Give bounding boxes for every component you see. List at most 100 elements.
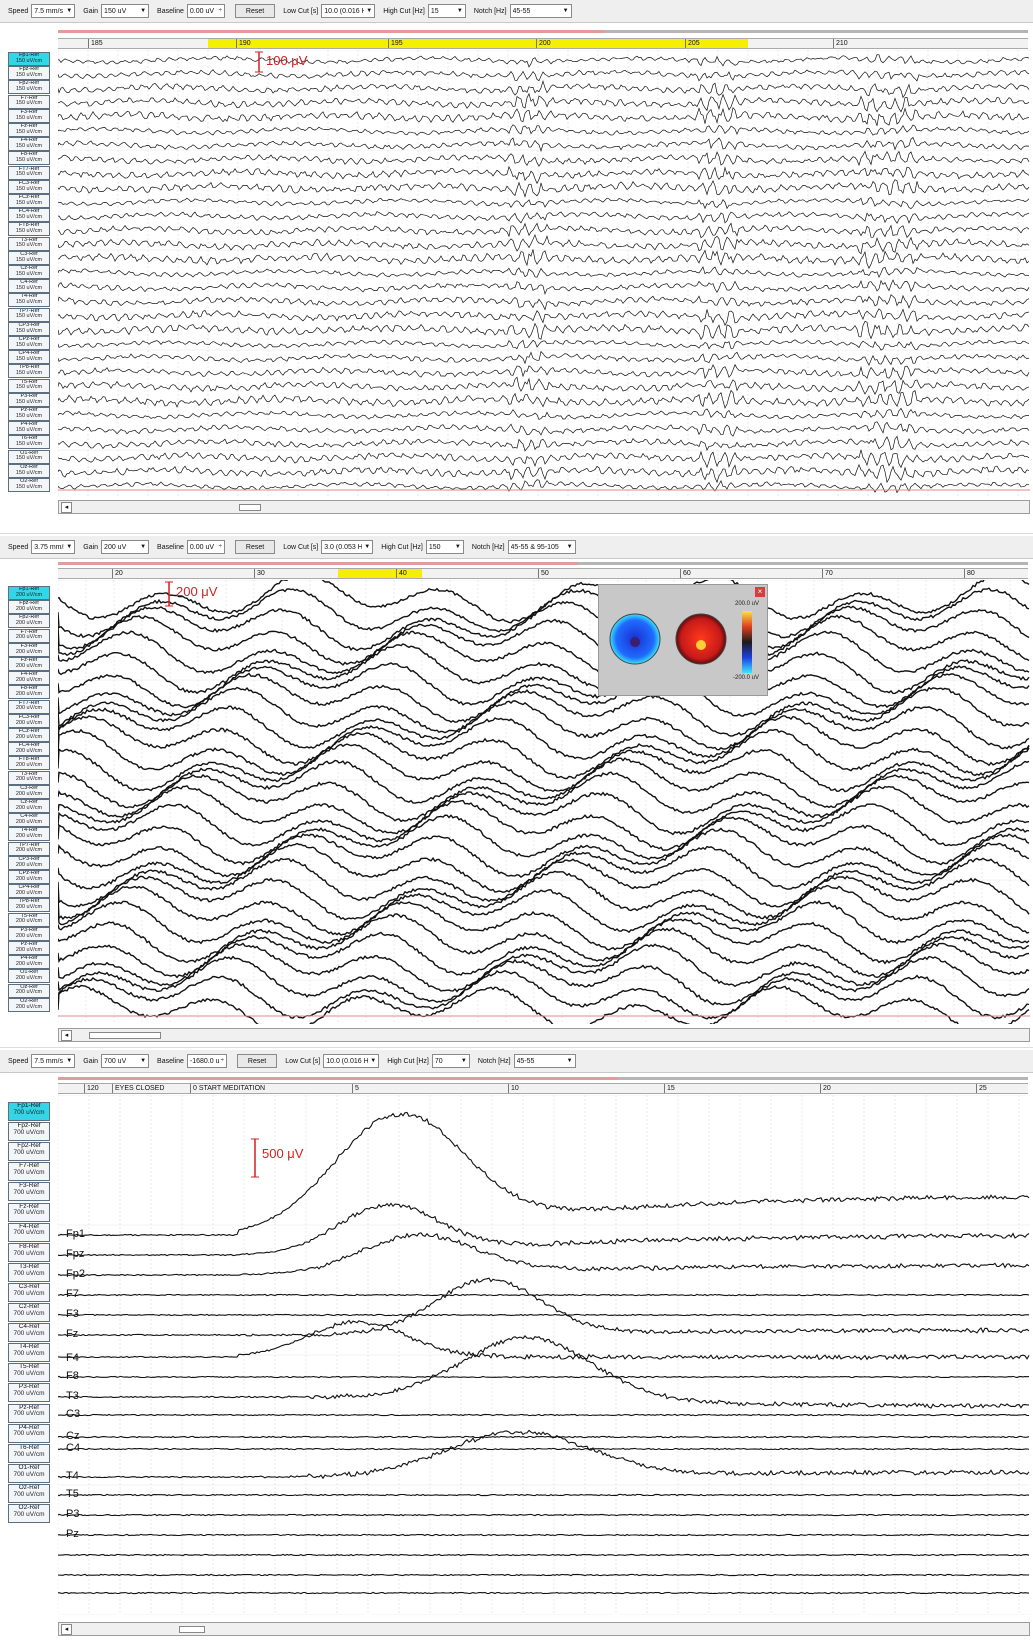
scroll-left-icon[interactable]: ◂ — [61, 1624, 72, 1635]
channel-label[interactable]: F4-Ref 200 uV/cm — [8, 671, 50, 686]
channel-label[interactable]: Fp1-Ref 200 uV/cm — [8, 586, 50, 600]
speed-select[interactable]: 7.5 mm/s ▼ — [31, 1054, 76, 1068]
channel-label[interactable]: FT7-Ref 200 uV/cm — [8, 699, 50, 714]
reset-button[interactable]: Reset — [236, 1054, 278, 1068]
channel-label[interactable]: F8-Ref 200 uV/cm — [8, 685, 50, 700]
scroll-thumb[interactable] — [179, 1626, 205, 1633]
gain-select[interactable]: 200 uV ▼ — [101, 540, 150, 554]
channel-label[interactable]: T3-Ref 200 uV/cm — [8, 770, 50, 785]
channel-label[interactable]: T5-Ref 150 uV/cm — [8, 378, 50, 393]
scroll-thumb[interactable] — [89, 1032, 161, 1039]
channel-label[interactable]: TP7-Ref 200 uV/cm — [8, 841, 50, 856]
gain-select[interactable]: 150 uV ▼ — [101, 4, 150, 18]
channel-label[interactable]: T3-Ref 150 uV/cm — [8, 236, 50, 251]
channel-label[interactable]: T4-Ref 150 uV/cm — [8, 293, 50, 308]
channel-label[interactable]: O2-Ref 200 uV/cm — [8, 997, 50, 1012]
horizontal-scrollbar[interactable]: ◂ — [58, 500, 1030, 514]
channel-label[interactable]: CP3-Ref 200 uV/cm — [8, 855, 50, 870]
channel-label[interactable]: Fpz-Ref 700 uV/cm — [8, 1122, 50, 1142]
channel-label[interactable]: C3-Ref 150 uV/cm — [8, 250, 50, 265]
channel-label[interactable]: T5-Ref 700 uV/cm — [8, 1363, 50, 1383]
channel-label[interactable]: F8-Ref 700 uV/cm — [8, 1242, 50, 1262]
channel-label[interactable]: FCz-Ref 150 uV/cm — [8, 194, 50, 208]
channel-label[interactable]: O1-Ref 150 uV/cm — [8, 449, 50, 464]
channel-label[interactable]: Cz-Ref 200 uV/cm — [8, 799, 50, 813]
channel-label[interactable]: Fpz-Ref 200 uV/cm — [8, 600, 50, 615]
channel-label[interactable]: T4-Ref 700 uV/cm — [8, 1343, 50, 1363]
scroll-thumb[interactable] — [239, 504, 261, 511]
channel-label[interactable]: FC3-Ref 150 uV/cm — [8, 179, 50, 194]
channel-label[interactable]: F3-Ref 700 uV/cm — [8, 1182, 50, 1202]
channel-label[interactable]: Cz-Ref 150 uV/cm — [8, 265, 50, 279]
channel-label[interactable]: P3-Ref 200 uV/cm — [8, 926, 50, 941]
channel-label[interactable]: O2-Ref 700 uV/cm — [8, 1504, 50, 1523]
highcut-select[interactable]: 150 ▼ — [425, 540, 464, 554]
channel-label[interactable]: Pz-Ref 200 uV/cm — [8, 941, 50, 955]
channel-label[interactable]: F7-Ref 700 uV/cm — [8, 1162, 50, 1182]
channel-label[interactable]: FC4-Ref 150 uV/cm — [8, 208, 50, 223]
channel-label[interactable]: Oz-Ref 150 uV/cm — [8, 463, 50, 478]
channel-label[interactable]: T4-Ref 200 uV/cm — [8, 827, 50, 842]
channel-label[interactable]: P3-Ref 150 uV/cm — [8, 392, 50, 407]
speed-select[interactable]: 7.5 mm/s ▼ — [31, 4, 76, 18]
channel-label[interactable]: O1-Ref 700 uV/cm — [8, 1463, 50, 1483]
channel-label[interactable]: CP4-Ref 200 uV/cm — [8, 884, 50, 899]
channel-label[interactable]: P3-Ref 700 uV/cm — [8, 1383, 50, 1403]
baseline-spinner[interactable]: 0.00 uV ÷ — [186, 4, 225, 18]
channel-label[interactable]: F4-Ref 150 uV/cm — [8, 137, 50, 152]
channel-label[interactable]: C4-Ref 700 uV/cm — [8, 1323, 50, 1343]
channel-label[interactable]: Fp2-Ref 200 uV/cm — [8, 614, 50, 629]
channel-label[interactable]: P4-Ref 700 uV/cm — [8, 1423, 50, 1443]
channel-label[interactable]: FT8-Ref 150 uV/cm — [8, 222, 50, 237]
channel-label[interactable]: FC3-Ref 200 uV/cm — [8, 713, 50, 728]
baseline-spinner[interactable]: 0.00 uV ÷ — [186, 540, 225, 554]
channel-label[interactable]: FT7-Ref 150 uV/cm — [8, 165, 50, 180]
channel-label[interactable]: Pz-Ref 150 uV/cm — [8, 407, 50, 421]
channel-label[interactable]: Fpz-Ref 150 uV/cm — [8, 66, 50, 81]
lowcut-select[interactable]: 10.0 (0.016 Hz)▼ — [321, 4, 376, 18]
channel-label[interactable]: F7-Ref 150 uV/cm — [8, 94, 50, 109]
scroll-left-icon[interactable]: ◂ — [61, 1030, 72, 1041]
channel-label[interactable]: CPz-Ref 200 uV/cm — [8, 870, 50, 884]
lowcut-select[interactable]: 10.0 (0.016 Hz)▼ — [323, 1054, 380, 1068]
notch-select[interactable]: 45-55 ▼ — [509, 4, 572, 18]
channel-label[interactable]: Fp2-Ref 150 uV/cm — [8, 80, 50, 95]
horizontal-scrollbar[interactable]: ◂ — [58, 1622, 1030, 1636]
notch-select[interactable]: 45-55 & 95-105 ▼ — [507, 540, 576, 554]
channel-label[interactable]: Fp1-Ref 150 uV/cm — [8, 52, 50, 66]
speed-select[interactable]: 3.75 mm/s ▼ — [31, 540, 76, 554]
channel-label[interactable]: FT8-Ref 200 uV/cm — [8, 756, 50, 771]
channel-label[interactable]: C3-Ref 700 uV/cm — [8, 1282, 50, 1302]
channel-label[interactable]: T3-Ref 700 uV/cm — [8, 1262, 50, 1282]
highcut-select[interactable]: 70 ▼ — [431, 1054, 470, 1068]
channel-label[interactable]: F3-Ref 200 uV/cm — [8, 642, 50, 657]
channel-label[interactable]: FCz-Ref 200 uV/cm — [8, 728, 50, 742]
channel-label[interactable]: P4-Ref 150 uV/cm — [8, 421, 50, 436]
channel-label[interactable]: CP3-Ref 150 uV/cm — [8, 321, 50, 336]
channel-label[interactable]: Cz-Ref 700 uV/cm — [8, 1303, 50, 1322]
lowcut-select[interactable]: 3.0 (0.053 Hz)▼ — [321, 540, 374, 554]
channel-label[interactable]: F7-Ref 200 uV/cm — [8, 628, 50, 643]
highcut-select[interactable]: 15 ▼ — [427, 4, 466, 18]
channel-label[interactable]: TP7-Ref 150 uV/cm — [8, 307, 50, 322]
channel-label[interactable]: Oz-Ref 200 uV/cm — [8, 983, 50, 998]
channel-label[interactable]: TP8-Ref 200 uV/cm — [8, 898, 50, 913]
notch-select[interactable]: 45-55 ▼ — [513, 1054, 576, 1068]
reset-button[interactable]: Reset — [234, 4, 276, 18]
channel-label[interactable]: FC4-Ref 200 uV/cm — [8, 742, 50, 757]
channel-label[interactable]: Oz-Ref 700 uV/cm — [8, 1483, 50, 1503]
channel-label[interactable]: T6-Ref 700 uV/cm — [8, 1443, 50, 1463]
channel-label[interactable]: CPz-Ref 150 uV/cm — [8, 336, 50, 350]
close-icon[interactable]: × — [755, 587, 765, 597]
channel-label[interactable]: Pz-Ref 700 uV/cm — [8, 1403, 50, 1423]
channel-label[interactable]: F3-Ref 150 uV/cm — [8, 108, 50, 123]
reset-button[interactable]: Reset — [234, 540, 276, 554]
channel-label[interactable]: T5-Ref 200 uV/cm — [8, 912, 50, 927]
horizontal-scrollbar[interactable]: ◂ — [58, 1028, 1030, 1042]
channel-label[interactable]: C4-Ref 200 uV/cm — [8, 813, 50, 828]
channel-label[interactable]: Fz-Ref 150 uV/cm — [8, 123, 50, 137]
gain-select[interactable]: 700 uV ▼ — [101, 1054, 150, 1068]
channel-label[interactable]: Fz-Ref 200 uV/cm — [8, 657, 50, 671]
channel-label[interactable]: Fp1-Ref 700 uV/cm — [8, 1102, 50, 1121]
channel-label[interactable]: Fz-Ref 700 uV/cm — [8, 1202, 50, 1222]
